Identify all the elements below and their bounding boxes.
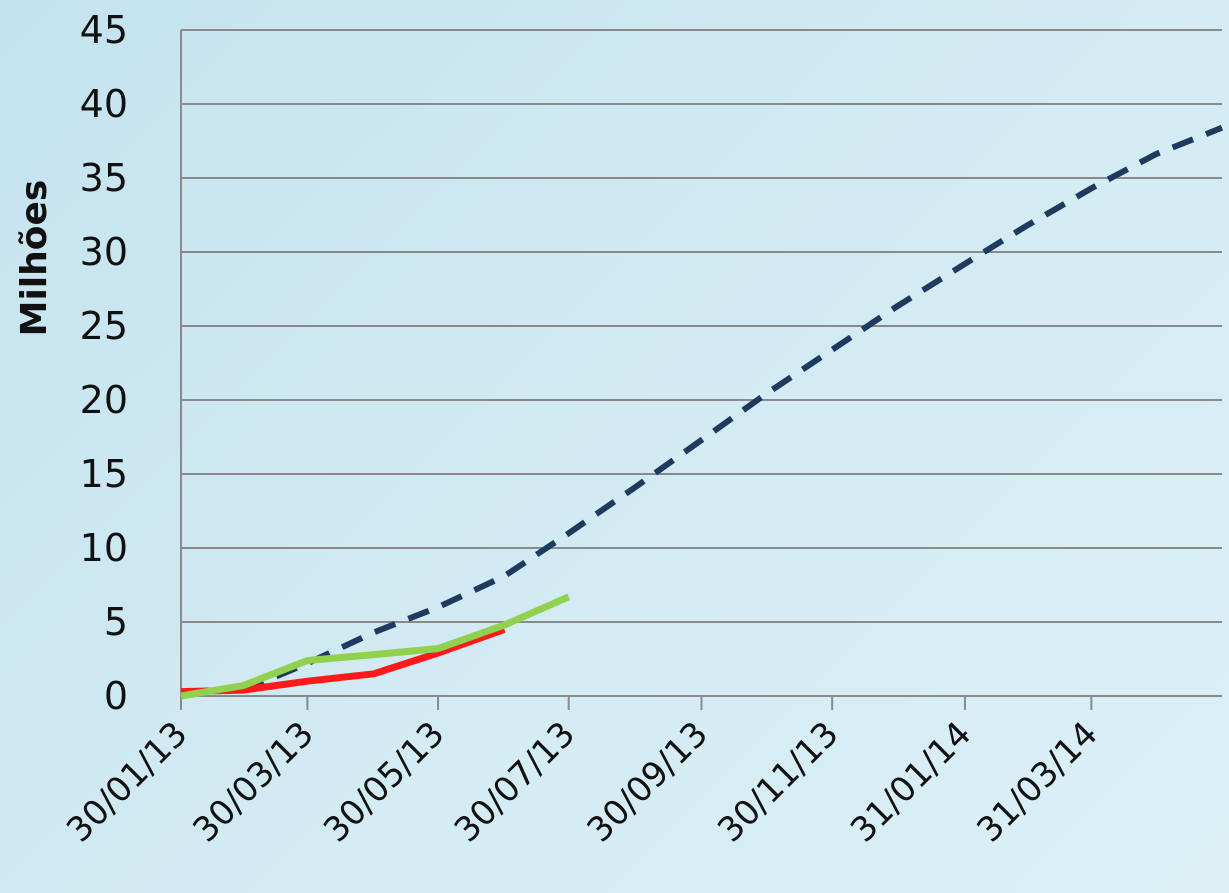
series-line-0: [241, 124, 1224, 693]
y-tick-label: 25: [80, 304, 128, 348]
series-lines: [180, 124, 1224, 700]
y-tick-label: 40: [80, 82, 128, 126]
x-tick-label: 30/07/13: [447, 714, 583, 850]
x-tick-label: 31/01/14: [843, 714, 979, 850]
x-tick-labels: 30/01/1330/03/1330/05/1330/07/1330/09/13…: [59, 714, 1106, 850]
y-tick-label: 30: [80, 230, 128, 274]
y-axis-title: Milhões: [14, 180, 55, 337]
y-tick-labels: 0 5 10 15 20 25 30 35 40 45: [80, 8, 128, 718]
x-tick-label: 30/01/13: [59, 714, 195, 850]
y-tick-label: 15: [80, 452, 128, 496]
y-tick-label: 5: [104, 600, 128, 644]
gridlines: [180, 29, 1222, 710]
x-tick-label: 30/03/13: [185, 714, 321, 850]
y-tick-label: 10: [80, 526, 128, 570]
x-tick-label: 30/05/13: [316, 714, 452, 850]
series-line-2: [180, 593, 571, 700]
x-tick-label: 30/11/13: [710, 714, 846, 850]
y-tick-label: 35: [80, 156, 128, 200]
y-tick-label: 0: [104, 674, 128, 718]
y-tick-label: 45: [80, 8, 128, 52]
x-tick-label: 31/03/14: [969, 714, 1105, 850]
y-tick-label: 20: [80, 378, 128, 422]
x-tick-label: 30/09/13: [580, 714, 716, 850]
